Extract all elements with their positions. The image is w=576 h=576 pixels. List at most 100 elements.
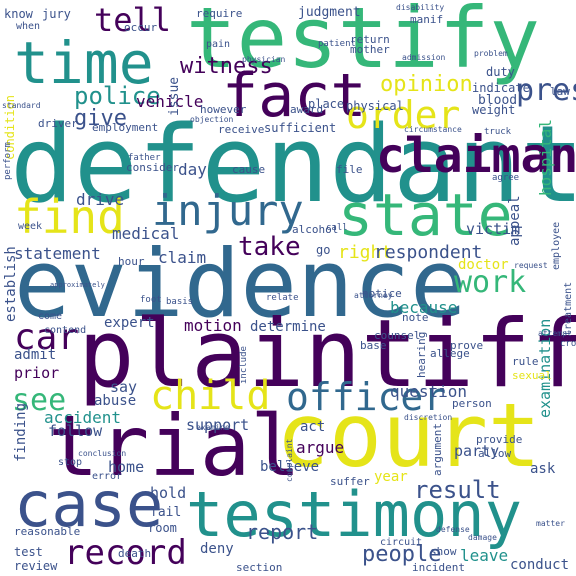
cloud-word: case — [14, 468, 164, 541]
cloud-word: jury — [42, 7, 71, 21]
cloud-word: occur — [124, 21, 158, 34]
cloud-word: contend — [44, 325, 87, 336]
cloud-word: witness — [180, 54, 273, 79]
cloud-word: drive — [76, 190, 125, 209]
cloud-word: request — [514, 261, 548, 270]
cloud-word: doctor — [458, 257, 509, 273]
cloud-word: allow — [478, 447, 512, 460]
cloud-word: base — [360, 339, 387, 352]
cloud-word: know — [4, 7, 33, 21]
cloud-word: employee — [551, 221, 562, 270]
cloud-word: tell — [94, 1, 172, 39]
cloud-word: approximately — [50, 281, 105, 289]
cloud-word: argue — [296, 438, 345, 457]
cloud-word: mother — [350, 43, 390, 56]
cloud-word: physician — [242, 55, 286, 64]
cloud-word: trial — [48, 397, 301, 495]
cloud-word: basis — [166, 297, 194, 307]
cloud-word: section — [236, 561, 283, 574]
cloud-word: duty — [486, 65, 515, 79]
cloud-word: father — [128, 153, 161, 163]
cloud-word: reasonable — [14, 525, 81, 538]
cloud-word: evidence — [14, 230, 467, 339]
cloud-word: testify — [186, 0, 541, 87]
cloud-word: see — [12, 383, 67, 418]
cloud-word: attempt — [538, 329, 572, 338]
cloud-word: hospital — [536, 118, 555, 196]
cloud-word: state — [338, 181, 513, 249]
cloud-word: incident — [412, 561, 465, 574]
cloud-word: room — [148, 521, 177, 535]
cloud-word: respondent — [374, 242, 483, 263]
cloud-word: conclusion — [78, 449, 127, 458]
cloud-word: leave — [460, 546, 509, 565]
cloud-word: file — [336, 163, 363, 176]
cloud-word: abuse — [94, 393, 137, 409]
cloud-word: problem — [474, 49, 508, 58]
cloud-word: fact — [222, 61, 367, 131]
cloud-word: sexual — [512, 369, 552, 382]
cloud-word: show — [430, 545, 457, 558]
cloud-word: establish — [3, 246, 19, 322]
cloud-word: question — [390, 382, 468, 401]
cloud-word: accident — [44, 408, 122, 427]
cloud-word: expert — [104, 315, 155, 331]
cloud-word: law — [550, 85, 570, 98]
cloud-word: judgment — [298, 5, 361, 20]
cloud-word: believe — [260, 459, 320, 475]
cloud-word: death — [118, 547, 152, 560]
cloud-word: provide — [476, 433, 523, 446]
cloud-word: injury — [152, 186, 304, 235]
cloud-word: determine — [250, 319, 326, 335]
cloud-word: court — [276, 384, 541, 487]
cloud-word: manif — [410, 13, 444, 26]
cloud-word: truck — [484, 127, 512, 137]
cloud-word: appeal — [507, 195, 523, 246]
cloud-word: hearing — [415, 331, 428, 378]
cloud-word: admission — [402, 53, 446, 62]
cloud-word: take — [238, 232, 301, 262]
cloud-word: opinion — [380, 72, 473, 97]
cloud-word: right — [338, 242, 393, 263]
cloud-word: present — [516, 73, 576, 108]
cloud-word: fail — [150, 505, 182, 520]
cloud-word: testimony — [186, 478, 522, 551]
cloud-word: return — [350, 33, 390, 46]
cloud-word: circuit — [380, 537, 423, 548]
cloud-word: cause — [232, 163, 266, 176]
cloud-word: admit — [14, 347, 57, 363]
cloud-word: include — [239, 346, 249, 384]
cloud-word: notice — [362, 287, 402, 300]
cloud-word: receive — [218, 123, 265, 136]
cloud-word: claimant — [376, 128, 576, 184]
cloud-word: driver — [38, 117, 78, 130]
cloud-word: home — [108, 458, 145, 476]
cloud-word: alcohol — [292, 223, 339, 236]
cloud-word: require — [196, 7, 243, 20]
cloud-word: order — [346, 93, 461, 137]
cloud-word: attorney — [354, 291, 393, 300]
cloud-word: blood — [478, 93, 518, 108]
cloud-word: when — [16, 21, 41, 32]
cloud-word: follow — [48, 422, 103, 440]
cloud-word: person — [452, 397, 492, 410]
cloud-word: place — [308, 97, 345, 111]
cloud-word: cross — [560, 339, 576, 349]
cloud-word: week — [18, 221, 43, 232]
cloud-word: discretion — [404, 413, 453, 422]
cloud-word: counsel — [374, 329, 421, 342]
cloud-word: child — [150, 373, 271, 419]
cloud-word: work — [454, 265, 527, 300]
cloud-word: people — [362, 542, 442, 567]
cloud-word: argument — [431, 423, 444, 476]
cloud-word: hold — [150, 484, 187, 502]
cloud-word: report — [246, 520, 319, 544]
cloud-word: claim — [158, 248, 207, 267]
cloud-word: party — [454, 442, 500, 460]
cloud-word: relate — [266, 293, 299, 303]
cloud-word: employment — [92, 121, 159, 134]
cloud-word: test — [14, 545, 43, 559]
cloud-word: stop — [58, 457, 83, 468]
cloud-word: record — [64, 533, 187, 573]
cloud-word: call — [326, 223, 348, 233]
